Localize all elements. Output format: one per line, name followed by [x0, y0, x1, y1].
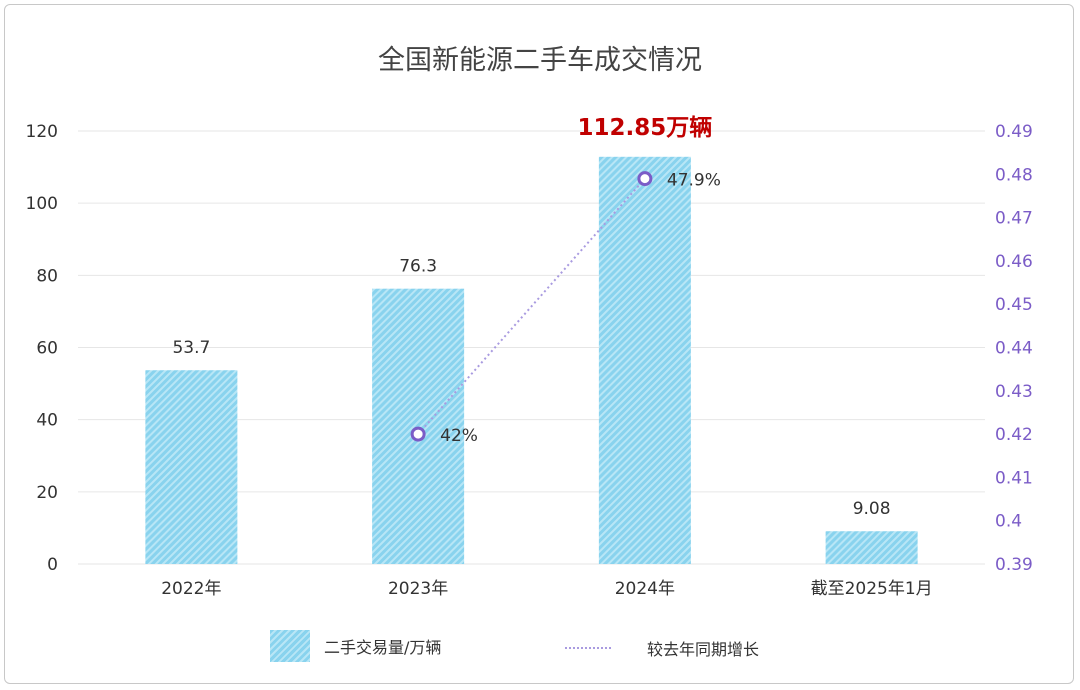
bar-value-label: 76.3: [399, 257, 437, 277]
growth-point-label: 42%: [440, 426, 478, 446]
bar-value-label: 53.7: [172, 338, 210, 358]
left-axis-tick-label: 0: [47, 555, 58, 575]
x-axis-tick-label: 2024年: [615, 579, 675, 599]
right-axis-tick-label: 0.46: [995, 252, 1033, 272]
x-axis-tick-label: 2022年: [161, 579, 221, 599]
x-axis-tick-label: 2023年: [388, 579, 448, 599]
bar: [598, 156, 691, 565]
left-axis-tick-label: 20: [36, 483, 58, 503]
right-axis-tick-label: 0.48: [995, 165, 1033, 185]
left-axis-tick-label: 40: [36, 411, 58, 431]
chart-title: 全国新能源二手车成交情况: [378, 45, 702, 76]
legend-bar: 二手交易量/万辆: [270, 630, 441, 662]
growth-point-label: 47.9%: [667, 171, 721, 191]
right-axis-tick-label: 0.49: [995, 122, 1033, 142]
chart-frame: [4, 4, 1074, 684]
right-axis-tick-label: 0.43: [995, 382, 1033, 402]
left-axis-tick-label: 100: [26, 194, 58, 214]
left-axis-tick-label: 120: [26, 122, 58, 142]
right-axis-tick-label: 0.47: [995, 209, 1033, 229]
legend-line-label: 较去年同期增长: [647, 640, 760, 659]
right-axis-tick-label: 0.39: [995, 555, 1033, 575]
growth-point: [637, 171, 653, 187]
right-axis-tick-label: 0.44: [995, 339, 1033, 359]
highlight-value-label: 112.85万辆: [577, 115, 712, 141]
bar: [825, 531, 918, 564]
left-axis-tick-label: 80: [36, 266, 58, 286]
right-axis-tick-label: 0.42: [995, 425, 1033, 445]
x-axis-tick-label: 截至2025年1月: [811, 579, 933, 599]
growth-point: [410, 426, 426, 442]
legend-line-swatch: [565, 647, 611, 649]
right-axis-tick-label: 0.4: [995, 512, 1022, 532]
bar-value-label: 9.08: [853, 499, 891, 519]
legend-bar-swatch: [270, 630, 310, 662]
legend-line: 较去年同期增长: [565, 636, 759, 660]
left-axis-tick-label: 60: [36, 339, 58, 359]
bar: [145, 370, 238, 564]
growth-line: [417, 177, 646, 435]
bar: [372, 288, 465, 564]
right-axis-tick-label: 0.45: [995, 295, 1033, 315]
legend-bar-label: 二手交易量/万辆: [324, 638, 442, 657]
right-axis-tick-label: 0.41: [995, 468, 1033, 488]
